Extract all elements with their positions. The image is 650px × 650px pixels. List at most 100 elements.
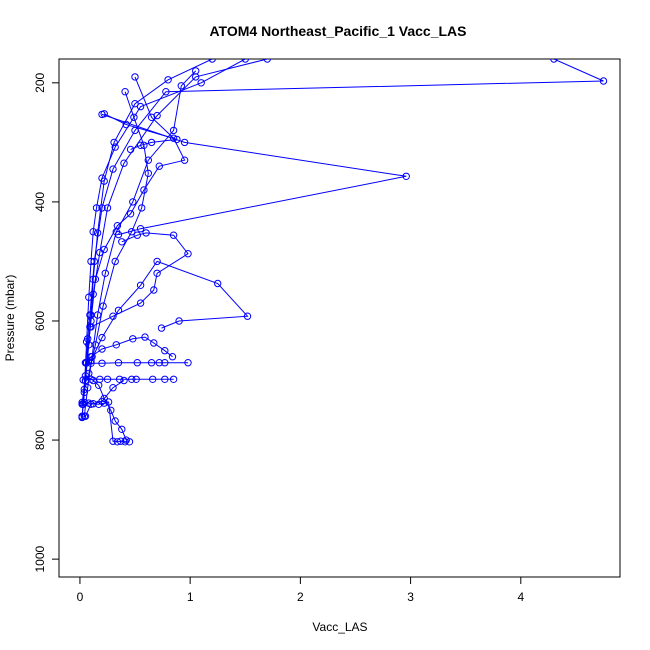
data-point <box>208 59 216 63</box>
data-point <box>89 376 97 385</box>
data-point <box>161 347 169 355</box>
series-8 <box>87 257 252 365</box>
data-point <box>138 204 146 212</box>
data-point <box>120 159 128 167</box>
data-point <box>87 400 95 408</box>
data-point <box>129 198 137 206</box>
data-point <box>111 143 119 151</box>
data-point <box>121 438 129 446</box>
data-point <box>80 398 89 407</box>
data-point <box>109 384 117 392</box>
series-4 <box>79 59 608 408</box>
data-point <box>149 375 157 383</box>
series-line <box>83 378 174 381</box>
data-point <box>162 88 170 96</box>
x-tick-label: 1 <box>187 590 194 604</box>
x-tick-label: 2 <box>297 590 304 604</box>
data-point <box>131 100 139 108</box>
data-point <box>118 238 126 246</box>
data-point <box>169 126 178 135</box>
y-tick-label: 800 <box>33 430 47 450</box>
data-point <box>147 359 156 367</box>
data-point <box>118 425 126 433</box>
y-tick-label: 200 <box>33 72 47 92</box>
data-point <box>126 145 135 154</box>
data-point <box>133 231 142 239</box>
series-line <box>103 113 178 150</box>
data-point <box>136 141 145 150</box>
data-point <box>121 88 129 96</box>
data-point <box>125 438 134 446</box>
data-point <box>81 412 90 420</box>
series-line <box>82 59 604 405</box>
x-axis-label: Vacc_LAS <box>312 620 367 634</box>
data-point <box>109 437 117 445</box>
data-point <box>173 135 181 144</box>
series-10 <box>98 110 410 239</box>
series-line <box>81 59 246 417</box>
y-tick-label: 600 <box>33 311 47 331</box>
data-point <box>155 359 164 367</box>
x-axis: 0 1 2 3 4 <box>77 576 524 604</box>
series-14 <box>79 375 178 384</box>
data-point <box>91 275 100 283</box>
x-tick-label: 4 <box>517 590 524 604</box>
data-point <box>109 165 117 173</box>
data-point <box>84 384 92 392</box>
x-tick-label: 3 <box>407 590 414 604</box>
data-point <box>100 399 108 407</box>
data-point <box>263 59 271 63</box>
series-13 <box>81 359 192 367</box>
data-point <box>180 138 189 147</box>
data-point <box>184 250 192 258</box>
series-line <box>90 232 189 328</box>
data-point <box>99 302 107 310</box>
series-line <box>90 260 249 362</box>
data-point <box>111 417 119 425</box>
data-point <box>169 134 178 142</box>
series-line <box>88 91 149 374</box>
data-point <box>136 299 145 307</box>
data-point <box>103 375 112 383</box>
data-point <box>169 231 178 239</box>
series-16 <box>78 398 134 446</box>
y-axis-label: Pressure (mbar) <box>3 275 17 362</box>
data-point <box>110 138 118 147</box>
data-point <box>95 381 103 389</box>
data-point <box>157 324 166 332</box>
data-point <box>169 375 178 383</box>
data-point <box>175 317 183 325</box>
data-point <box>111 257 119 266</box>
data-point <box>115 375 124 383</box>
data-point <box>142 229 150 237</box>
data-point <box>100 177 108 185</box>
data-point <box>98 345 106 353</box>
series-17 <box>78 376 128 422</box>
data-point <box>109 312 117 320</box>
y-axis: 200 400 600 800 1000 <box>33 72 60 572</box>
data-point <box>84 335 92 343</box>
data-point <box>133 359 142 367</box>
series-layer <box>78 59 608 446</box>
data-point <box>147 138 156 147</box>
data-point <box>197 79 205 87</box>
data-point <box>214 279 222 288</box>
y-tick-label: 1000 <box>33 545 47 572</box>
data-point <box>79 376 87 384</box>
data-point <box>129 335 137 343</box>
plot-frame <box>58 58 621 578</box>
series-9 <box>100 110 181 154</box>
data-point <box>87 359 95 367</box>
data-point <box>241 59 249 63</box>
data-point <box>136 225 145 233</box>
data-point <box>150 339 158 347</box>
data-point <box>144 156 153 164</box>
data-point <box>168 353 177 361</box>
data-point <box>98 333 106 342</box>
data-point <box>113 438 122 446</box>
data-point <box>155 162 164 170</box>
data-point <box>136 102 145 111</box>
data-point <box>113 222 122 230</box>
series-11 <box>87 229 192 331</box>
